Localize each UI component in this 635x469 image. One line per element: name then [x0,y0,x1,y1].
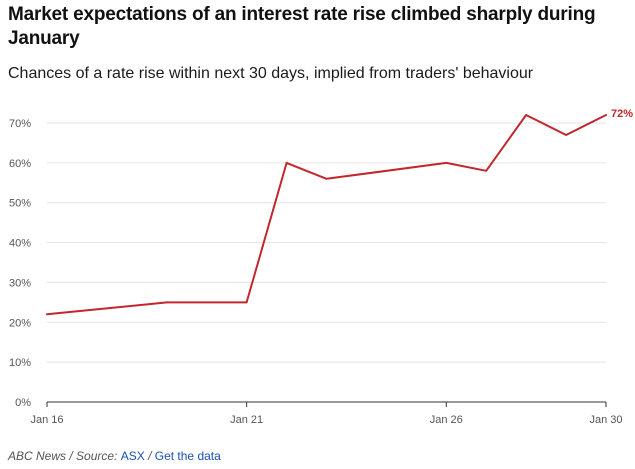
data-point [244,300,249,305]
x-tick-label: Jan 26 [430,414,463,426]
y-tick-label: 0% [15,397,31,409]
data-point [324,176,329,181]
end-value-label: 72% [611,108,633,120]
series-layer [45,113,609,317]
chart-title: Market expectations of an interest rate … [8,4,596,49]
series-line [46,114,607,316]
data-labels: 72% [611,108,633,120]
y-tick-label: 10% [9,357,31,369]
y-tick-label: 20% [9,317,31,329]
line-chart: 0%10%20%30%40%50%60%70% Jan 16 Jan 21 Jan … [9,108,633,426]
footer: ABC News / Source: ASX / Get the data [8,449,221,463]
y-tick-label: 50% [9,198,31,210]
y-tick-label: 30% [9,277,31,289]
x-tick-label: Jan 16 [30,414,63,426]
data-point [564,132,569,137]
x-axis: Jan 16 Jan 21 Jan 26 Jan 30 [30,401,623,426]
y-tick-label: 40% [9,238,31,250]
source-link[interactable]: ASX [120,449,145,463]
data-point [164,300,169,305]
data-point [484,168,489,173]
data-point [45,312,50,317]
source-prefix: ABC News / Source: [8,449,121,463]
gridlines [47,122,606,363]
get-the-data-link[interactable]: Get the data [154,449,221,463]
y-axis-tick-labels: 0% 10% 20% 30% 40% 50% 60% 70% [9,118,31,409]
data-point [204,300,209,305]
x-tick-label: Jan 30 [589,414,622,426]
data-point [604,113,609,118]
y-tick-label: 70% [9,118,31,130]
data-point [524,113,529,118]
chart-subtitle: Chances of a rate rise within next 30 da… [8,65,534,82]
footer-separator: / [144,449,155,463]
x-tick-label: Jan 21 [230,414,263,426]
data-point [284,160,289,165]
data-point [444,160,449,165]
y-tick-label: 60% [9,158,31,170]
